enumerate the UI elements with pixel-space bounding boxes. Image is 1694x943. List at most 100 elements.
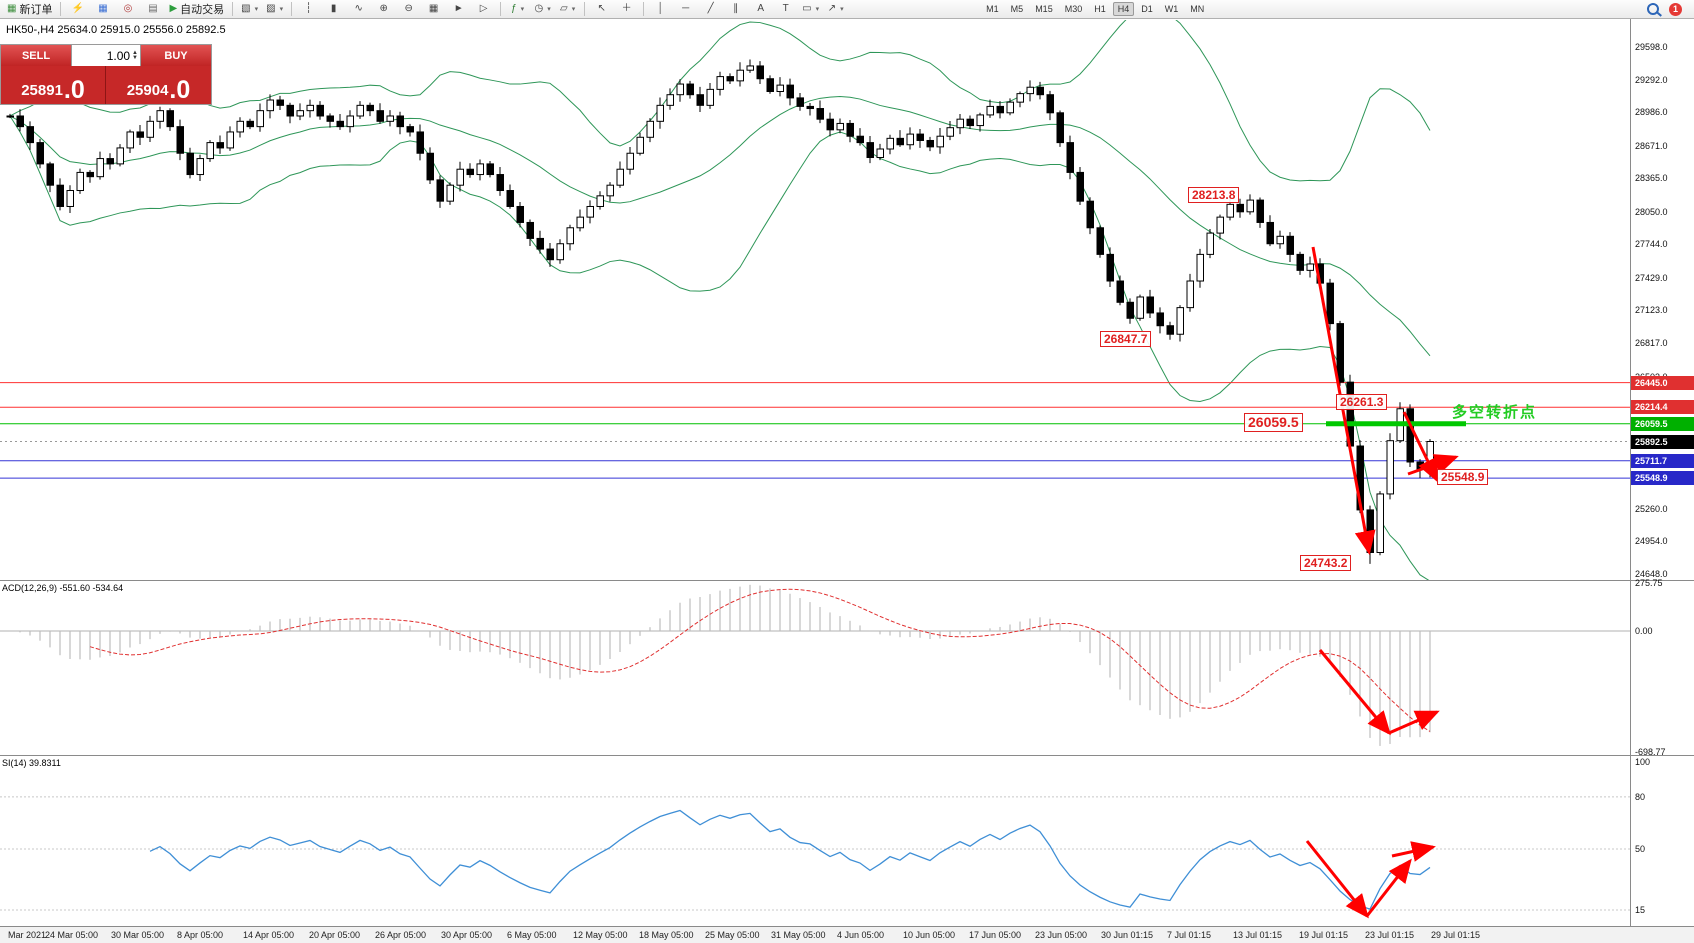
horizontal-line-button[interactable]: ─ <box>674 0 697 18</box>
time-label: 25 May 05:00 <box>705 930 760 940</box>
trend-arrow[interactable] <box>1365 858 1412 917</box>
level-label-26059[interactable]: 26059.5 <box>1631 416 1694 431</box>
price-tick: 28986.0 <box>1635 107 1668 118</box>
time-label: 30 Jun 01:15 <box>1101 930 1154 940</box>
timeframe-button-m1[interactable]: M1 <box>986 4 999 14</box>
dropdown-caret-icon: ▾ <box>571 6 576 13</box>
time-label: 8 Apr 05:00 <box>177 930 224 940</box>
buy-price[interactable]: 25904 .0 <box>106 66 211 104</box>
bollinger-lower-band[interactable] <box>9 115 1430 581</box>
dropdown-caret-icon: ▾ <box>254 6 259 13</box>
autotrading-button[interactable]: ▶ 自动交易 <box>166 0 227 18</box>
toolbar-separator <box>584 2 586 16</box>
volume-input[interactable]: 1.00 ▲ ▼ <box>71 45 141 66</box>
buy-button[interactable]: BUY <box>141 45 211 66</box>
new-order-button[interactable]: ▦ 新订单 <box>4 0 55 18</box>
timeframe-button-m5[interactable]: M5 <box>1010 4 1024 14</box>
indicators-button[interactable]: ƒ ▾ <box>506 0 529 18</box>
timeframe-button-m15[interactable]: M15 <box>1035 4 1053 14</box>
arrows-button[interactable]: ↗ ▾ <box>824 0 847 18</box>
shapes-icon: ▭ <box>802 3 812 14</box>
price-note-26059[interactable]: 26059.5 <box>1244 413 1303 432</box>
trend-arrow[interactable] <box>1402 411 1439 483</box>
macd-indicator-label: ACD(12,26,9) -551.60 -534.64 <box>2 583 124 593</box>
timeframe-button-w1[interactable]: W1 <box>1164 4 1179 14</box>
bar-chart-button[interactable]: ┆ <box>297 0 320 18</box>
bollinger-upper-band[interactable] <box>9 12 1431 182</box>
price-tick: 27429.0 <box>1635 272 1668 283</box>
price-note-26847[interactable]: 26847.7 <box>1100 331 1152 347</box>
market-watch-button[interactable]: ⚡ <box>66 0 89 18</box>
time-label: 23 Jul 01:15 <box>1365 930 1415 940</box>
trend-arrow[interactable] <box>1407 454 1459 476</box>
sell-price-frac: .0 <box>63 75 85 104</box>
zoom-in-button[interactable]: ⊕ <box>372 0 395 18</box>
macd-signal-line[interactable] <box>89 588 1431 732</box>
level-label-25548[interactable]: 25548.9 <box>1631 471 1694 486</box>
timeframe-button-mn[interactable]: MN <box>1190 4 1205 14</box>
channel-button[interactable]: ∥ <box>724 0 747 18</box>
timeframe-button-d1[interactable]: D1 <box>1141 4 1153 14</box>
chart-shift-button[interactable]: ▷ <box>472 0 495 18</box>
timeframe-button-h4[interactable]: H4 <box>1112 2 1135 16</box>
tile-windows-button[interactable]: ▦ <box>422 0 445 18</box>
price-note-26261[interactable]: 26261.3 <box>1336 394 1388 410</box>
toolbar-separator <box>500 2 502 16</box>
spinner-up-icon[interactable]: ▲ <box>132 49 138 56</box>
timeframe-button-h1[interactable]: H1 <box>1094 4 1106 14</box>
one-click-trading-panel: SELL 1.00 ▲ ▼ BUY 25891 .0 25904 .0 <box>0 44 212 105</box>
sell-button[interactable]: SELL <box>1 45 71 66</box>
profiles-icon: ▨ <box>266 3 276 14</box>
trend-arrow[interactable] <box>1391 841 1436 862</box>
candlestick-button[interactable]: ▮ <box>322 0 345 18</box>
trendline-button[interactable]: ╱ <box>699 0 722 18</box>
turning-point-text[interactable]: 多空转折点 <box>1452 404 1538 421</box>
level-label-26214[interactable]: 26214.4 <box>1631 400 1694 415</box>
price-note-24743[interactable]: 24743.2 <box>1300 555 1352 571</box>
rsi-tick: 100 <box>1635 757 1651 767</box>
time-label: 29 Jul 01:15 <box>1431 930 1481 940</box>
trend-arrow[interactable] <box>1388 710 1440 735</box>
shapes-button[interactable]: ▭ ▾ <box>799 0 822 18</box>
notification-badge[interactable]: 1 <box>1669 2 1682 16</box>
label-button[interactable]: T <box>774 0 797 18</box>
periods-button[interactable]: ◷ ▾ <box>531 0 554 18</box>
timeframe-button-m30[interactable]: M30 <box>1064 4 1083 14</box>
current-price-label[interactable]: 25892.5 <box>1631 434 1694 449</box>
line-chart-button[interactable]: ∿ <box>347 0 370 18</box>
rsi-line[interactable] <box>149 809 1431 910</box>
trend-arrow[interactable] <box>1305 840 1369 919</box>
profiles-button[interactable]: ▨ ▾ <box>263 0 286 18</box>
navigator-button[interactable]: ◎ <box>116 0 139 18</box>
trendline-icon: ╱ <box>707 3 714 14</box>
macd-panel <box>0 584 1630 746</box>
level-label-26445[interactable]: 26445.0 <box>1631 375 1694 390</box>
time-axis[interactable]: Mar 2021 24 Mar 05:00 30 Mar 05:00 8 Apr 05… <box>0 926 1694 943</box>
spinner-down-icon[interactable]: ▼ <box>132 54 138 61</box>
terminal-button[interactable]: ▤ <box>141 0 164 18</box>
price-axis[interactable]: 29598.0 29292.0 28986.0 28671.0 28365.0 28050… <box>1630 19 1694 926</box>
cursor-button[interactable]: ↖ <box>590 0 613 18</box>
label-icon: T <box>782 3 789 14</box>
search-icon[interactable] <box>1647 3 1659 15</box>
vertical-line-button[interactable]: │ <box>649 0 672 18</box>
level-label-25711[interactable]: 25711.7 <box>1631 453 1694 468</box>
rsi-tick: 80 <box>1635 791 1646 802</box>
volume-spinner[interactable]: ▲ ▼ <box>132 49 138 61</box>
sell-price[interactable]: 25891 .0 <box>1 66 106 104</box>
data-window-button[interactable]: ▦ <box>91 0 114 18</box>
text-icon: A <box>757 3 764 14</box>
text-button[interactable]: A <box>749 0 772 18</box>
crosshair-button[interactable]: ＋ <box>615 0 638 18</box>
price-note-28213[interactable]: 28213.8 <box>1188 187 1240 203</box>
new-chart-button[interactable]: ▧ ▾ <box>238 0 261 18</box>
auto-scroll-button[interactable]: ► <box>447 0 470 18</box>
bollinger-middle-band[interactable] <box>9 95 1431 357</box>
arrows-icon: ↗ <box>827 3 837 14</box>
zoom-out-button[interactable]: ⊖ <box>397 0 420 18</box>
price-note-25548[interactable]: 25548.9 <box>1437 469 1489 485</box>
time-label: 30 Mar 05:00 <box>111 930 165 940</box>
trend-arrow[interactable] <box>1318 649 1391 736</box>
templates-button[interactable]: ▱ ▾ <box>556 0 579 18</box>
